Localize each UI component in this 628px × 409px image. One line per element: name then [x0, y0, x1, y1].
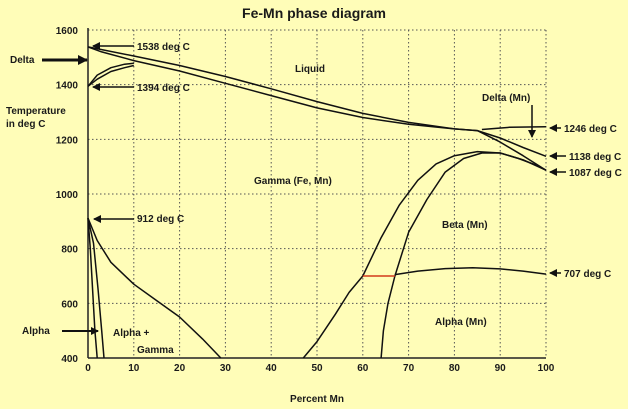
- x-tick-label: 20: [174, 363, 186, 374]
- y-tick-label: 1200: [56, 135, 79, 146]
- side-label-delta: Delta: [10, 55, 35, 66]
- curve-alpha-gamma-right: [302, 275, 364, 359]
- annotation-1087: 1087 deg C: [569, 168, 622, 179]
- y-tick-label: 400: [61, 354, 78, 365]
- y-tick-label: 800: [61, 245, 78, 256]
- x-tick-label: 30: [220, 363, 232, 374]
- region-beta: Beta (Mn): [442, 220, 488, 231]
- curve-delta-left-upper: [87, 62, 134, 87]
- y-tick-label: 1600: [56, 26, 79, 37]
- grid: [88, 29, 547, 358]
- curve-beta-inner: [394, 152, 547, 277]
- x-tick-label: 60: [357, 363, 369, 374]
- region-liquid: Liquid: [295, 64, 325, 75]
- curve-alpha-gamma-boundary: [87, 217, 222, 359]
- y-axis-label-line2: in deg C: [6, 119, 45, 130]
- x-tick-label: 100: [538, 363, 555, 374]
- y-tick-label: 1000: [56, 190, 79, 201]
- phase-curves: [87, 46, 547, 359]
- annotation-1246: 1246 deg C: [564, 124, 617, 135]
- x-tick-label: 70: [403, 363, 415, 374]
- annotation-912: 912 deg C: [137, 214, 184, 225]
- annotation-1538: 1538 deg C: [137, 42, 190, 53]
- annotation-707: 707 deg C: [564, 269, 611, 280]
- y-tick-label: 1400: [56, 81, 79, 92]
- curve-liquidus: [87, 46, 547, 158]
- arrows: [42, 42, 566, 335]
- x-axis-label: Percent Mn: [290, 394, 344, 405]
- curve-delta-mn: [481, 126, 547, 131]
- annotation-1138: 1138 deg C: [569, 152, 621, 163]
- region-gamma: Gamma (Fe, Mn): [254, 176, 332, 187]
- curve-alpha-mn-top: [394, 267, 547, 276]
- region-delta-mn: Delta (Mn): [482, 93, 530, 104]
- curve-alpha-mn-left: [380, 275, 396, 359]
- x-tick-label: 0: [85, 363, 91, 374]
- curve-solidus: [87, 46, 547, 171]
- y-tick-label: 600: [61, 299, 78, 310]
- y-axis-label-line1: Temperature: [6, 106, 66, 117]
- curve-alpha-left-2: [87, 217, 105, 359]
- region-alpha-gamma-2: Gamma: [137, 345, 174, 356]
- x-tick-label: 50: [311, 363, 323, 374]
- x-tick-label: 80: [449, 363, 461, 374]
- side-label-alpha: Alpha: [22, 326, 50, 337]
- x-tick-label: 10: [128, 363, 140, 374]
- x-tick-label: 40: [266, 363, 278, 374]
- curve-delta-left-lower: [87, 64, 134, 87]
- x-tick-label: 90: [495, 363, 507, 374]
- tick-labels: 0 10 20 30 40 50 60 70 80 90 100 400 600 800 1000 1200 1…: [56, 26, 555, 374]
- region-alpha-mn: Alpha (Mn): [435, 317, 487, 328]
- region-alpha-gamma-1: Alpha +: [113, 328, 150, 339]
- axes: [87, 28, 546, 359]
- labels: Temperature in deg C Percent Mn Liquid D…: [6, 42, 622, 405]
- chart-title: Fe-Mn phase diagram: [242, 5, 386, 21]
- curve-alpha-left-1: [87, 218, 98, 359]
- annotation-1394: 1394 deg C: [137, 83, 190, 94]
